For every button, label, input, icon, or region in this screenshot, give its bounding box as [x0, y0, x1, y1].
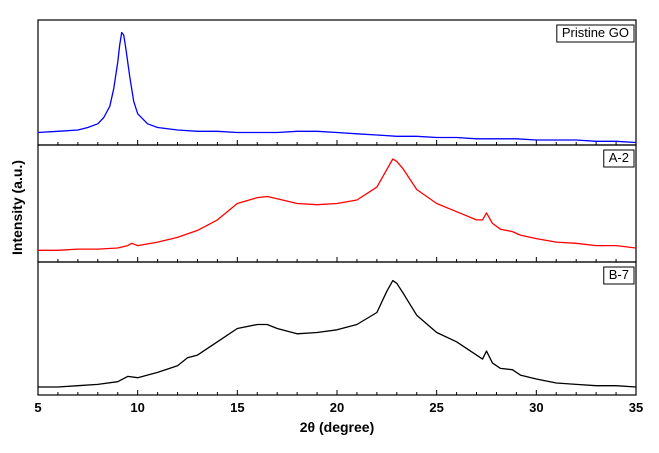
x-tick-label: 25: [429, 400, 443, 415]
legend-box-b-7: [603, 266, 635, 285]
panel-b-7: B-7: [37, 261, 637, 396]
x-tick-label: 10: [130, 400, 144, 415]
x-axis: 5 10 15 20 25 30 35: [34, 400, 643, 415]
legend-label-pristine-go: Pristine GO: [562, 25, 629, 40]
x-tick-label: 5: [34, 400, 41, 415]
legend-box-a-2: [603, 149, 635, 168]
panel-a-2: A-2: [37, 144, 637, 263]
series-line-pristine-go: [37, 31, 637, 144]
series-line-a-2: [38, 158, 637, 251]
panel-frame: [37, 261, 637, 396]
legend-label-b-7: B-7: [609, 267, 629, 282]
series-line-b-7: [38, 279, 637, 388]
x-tick-label: 20: [330, 400, 344, 415]
legend-label-a-2: A-2: [609, 150, 629, 165]
x-tick-label: 30: [529, 400, 543, 415]
panel-frame: [37, 19, 637, 146]
legend-box-pristine-go: [556, 24, 635, 43]
x-tick-label: 15: [230, 400, 244, 415]
y-axis-title: Intensity (a.u.): [9, 160, 25, 255]
chart-panels: Pristine GO A-2 B-7: [37, 19, 637, 396]
x-tick-label: 35: [629, 400, 643, 415]
panel-pristine-go: Pristine GO: [37, 19, 637, 146]
x-axis-title: 2θ (degree): [300, 419, 374, 435]
